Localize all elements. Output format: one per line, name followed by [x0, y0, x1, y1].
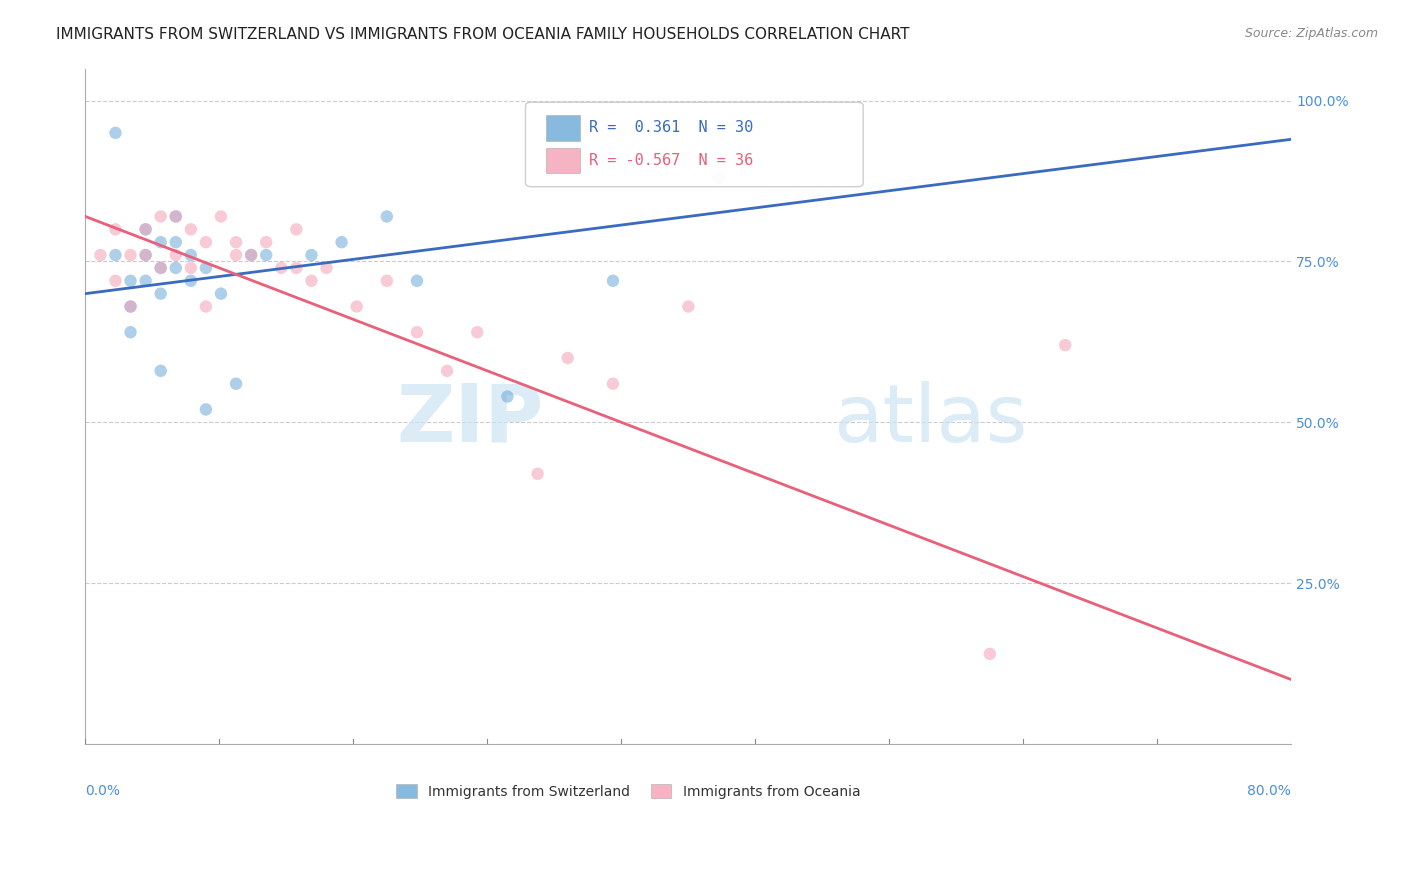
Point — [104, 248, 127, 262]
Point — [120, 300, 142, 314]
Point — [406, 325, 429, 339]
Point — [375, 210, 398, 224]
Point — [149, 286, 172, 301]
Point — [180, 248, 202, 262]
Point — [330, 235, 353, 250]
Point — [465, 325, 488, 339]
Point — [194, 300, 217, 314]
Point — [135, 222, 157, 236]
Text: atlas: atlas — [832, 381, 1028, 458]
Legend: Immigrants from Switzerland, Immigrants from Oceania: Immigrants from Switzerland, Immigrants … — [391, 779, 866, 805]
Point — [301, 248, 323, 262]
Text: R =  0.361  N = 30: R = 0.361 N = 30 — [589, 120, 754, 136]
Point — [209, 210, 232, 224]
Point — [979, 647, 1001, 661]
Point — [270, 260, 292, 275]
Point — [165, 260, 187, 275]
Point — [254, 235, 277, 250]
Point — [149, 260, 172, 275]
Text: R = -0.567  N = 36: R = -0.567 N = 36 — [589, 153, 754, 168]
Point — [240, 248, 263, 262]
FancyBboxPatch shape — [546, 147, 579, 173]
Point — [135, 274, 157, 288]
Point — [135, 248, 157, 262]
Point — [1054, 338, 1077, 352]
Point — [707, 170, 730, 185]
Point — [120, 300, 142, 314]
Point — [120, 248, 142, 262]
Point — [346, 300, 368, 314]
Text: 80.0%: 80.0% — [1247, 784, 1291, 798]
Point — [285, 222, 308, 236]
Point — [254, 248, 277, 262]
Point — [194, 260, 217, 275]
Point — [301, 274, 323, 288]
Point — [209, 286, 232, 301]
Point — [149, 210, 172, 224]
Point — [120, 274, 142, 288]
Text: IMMIGRANTS FROM SWITZERLAND VS IMMIGRANTS FROM OCEANIA FAMILY HOUSEHOLDS CORRELA: IMMIGRANTS FROM SWITZERLAND VS IMMIGRANT… — [56, 27, 910, 42]
Point — [135, 248, 157, 262]
Point — [602, 376, 624, 391]
Text: Source: ZipAtlas.com: Source: ZipAtlas.com — [1244, 27, 1378, 40]
Point — [557, 351, 579, 365]
Point — [225, 235, 247, 250]
Point — [104, 222, 127, 236]
Point — [104, 274, 127, 288]
Point — [315, 260, 337, 275]
Point — [165, 210, 187, 224]
Point — [165, 248, 187, 262]
Point — [225, 248, 247, 262]
Point — [149, 364, 172, 378]
Point — [180, 222, 202, 236]
Point — [165, 235, 187, 250]
Point — [135, 222, 157, 236]
Point — [180, 274, 202, 288]
FancyBboxPatch shape — [546, 115, 579, 141]
Text: 0.0%: 0.0% — [86, 784, 121, 798]
Point — [375, 274, 398, 288]
Point — [602, 274, 624, 288]
Point — [496, 390, 519, 404]
Point — [120, 325, 142, 339]
Point — [89, 248, 111, 262]
Point — [180, 260, 202, 275]
Point — [678, 300, 700, 314]
Point — [526, 467, 548, 481]
Point — [149, 235, 172, 250]
Point — [104, 126, 127, 140]
Point — [194, 402, 217, 417]
Point — [285, 260, 308, 275]
Point — [149, 260, 172, 275]
Point — [194, 235, 217, 250]
FancyBboxPatch shape — [526, 103, 863, 186]
Text: ZIP: ZIP — [396, 381, 544, 458]
Point — [406, 274, 429, 288]
Point — [240, 248, 263, 262]
Point — [165, 210, 187, 224]
Point — [225, 376, 247, 391]
Point — [436, 364, 458, 378]
